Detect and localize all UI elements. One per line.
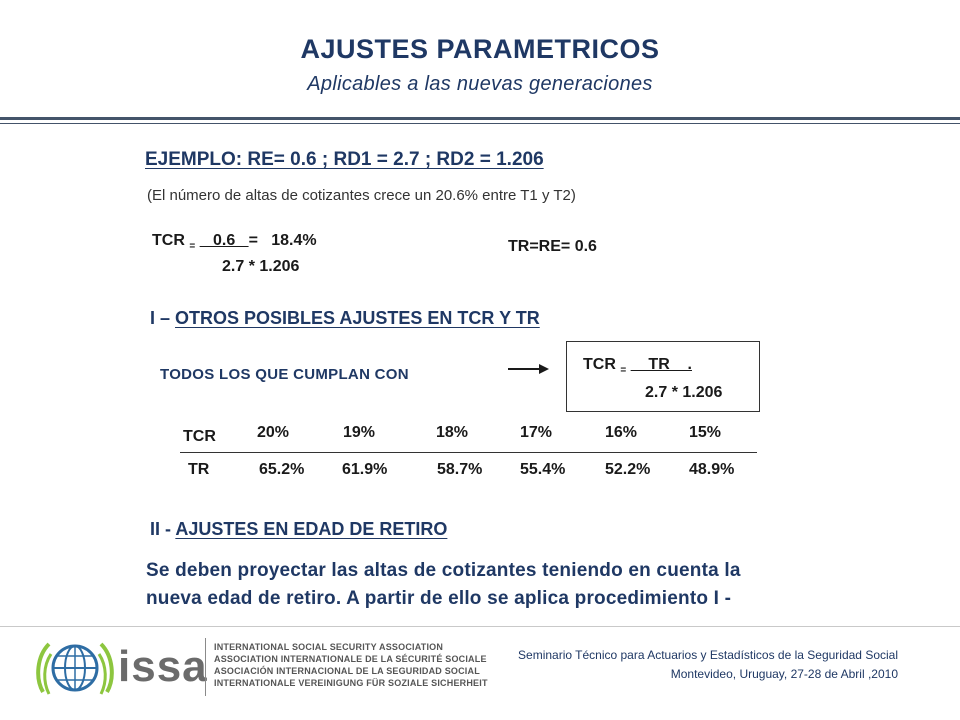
box-formula: TCR = TR . [583, 356, 692, 376]
table-tcr-value: 15% [689, 424, 722, 441]
section1-prefix: I – [150, 308, 176, 328]
page-subtitle: Aplicables a las nuevas generaciones [307, 73, 653, 95]
table-tcr-value: 16% [605, 424, 638, 441]
association-name: INTERNATIONAL SOCIAL SECURITY ASSOCIATIO… [214, 642, 444, 652]
footer-rule [0, 626, 960, 627]
table-tcr-value: 19% [343, 424, 376, 441]
table-tcr-value: 18% [436, 424, 469, 441]
section1-heading: I – OTROS POSIBLES AJUSTES EN TCR Y TR [150, 308, 540, 329]
table-tcr-value: 17% [520, 424, 553, 441]
body-line: nueva edad de retiro. A partir de ello s… [146, 588, 732, 609]
box-tcr-label: TCR [583, 356, 616, 373]
table-divider [180, 452, 757, 453]
table-tr-value: 52.2% [605, 461, 651, 478]
example-heading: EJEMPLO: RE= 0.6 ; RD1 = 2.7 ; RD2 = 1.2… [145, 149, 544, 170]
section1-title: OTROS POSIBLES AJUSTES EN TCR Y TR [175, 308, 540, 328]
association-name: INTERNATIONALE VEREINIGUNG FÜR SOZIALE S… [214, 678, 488, 688]
table-tr-label: TR [188, 461, 210, 478]
table-tr-value: 58.7% [437, 461, 483, 478]
tcr-result: = 18.4% [248, 232, 317, 249]
body-line: Se deben proyectar las altas de cotizant… [146, 560, 741, 581]
box-denominator: 2.7 * 1.206 [645, 384, 723, 401]
table-tcr-label: TCR [183, 428, 216, 445]
issa-globe-logo-icon [36, 642, 114, 695]
tcr-formula: TCR = 0.6 = 18.4% [152, 232, 317, 252]
arrow-right-icon [508, 364, 549, 374]
logo-divider [205, 638, 206, 696]
table-tcr-value: 20% [257, 424, 290, 441]
table-tr-value: 61.9% [342, 461, 388, 478]
box-numerator: TR . [630, 356, 692, 373]
section2-prefix: II - [150, 519, 176, 539]
seminar-title: Seminario Técnico para Actuarios y Estad… [518, 648, 898, 662]
tr-equation: TR=RE= 0.6 [508, 238, 597, 255]
table-tr-value: 55.4% [520, 461, 566, 478]
section2-heading: II - AJUSTES EN EDAD DE RETIRO [150, 519, 447, 540]
example-note: (El número de altas de cotizantes crece … [147, 187, 576, 204]
tcr-numerator: 0.6 [199, 232, 249, 249]
section2-title: AJUSTES EN EDAD DE RETIRO [175, 519, 448, 539]
tcr-denominator: 2.7 * 1.206 [222, 258, 300, 275]
issa-logo-text: issa [118, 642, 208, 691]
header-rule-thick [0, 117, 960, 120]
eq-sign: = [189, 241, 196, 252]
table-tr-value: 48.9% [689, 461, 735, 478]
header-rule-thin [0, 123, 960, 124]
box-eq-sign: = [620, 365, 627, 376]
page-title: AJUSTES PARAMETRICOS [300, 34, 660, 64]
todos-label: TODOS LOS QUE CUMPLAN CON [160, 366, 409, 383]
seminar-location: Montevideo, Uruguay, 27-28 de Abril ,201… [670, 667, 898, 681]
tcr-label: TCR [152, 232, 185, 249]
table-tr-value: 65.2% [259, 461, 305, 478]
formula-box: TCR = TR . 2.7 * 1.206 [566, 341, 760, 412]
association-name: ASOCIACIÓN INTERNACIONAL DE LA SEGURIDAD… [214, 666, 480, 676]
association-name: ASSOCIATION INTERNATIONALE DE LA SÉCURIT… [214, 654, 487, 664]
section2-body: Se deben proyectar las altas de cotizant… [146, 557, 906, 613]
